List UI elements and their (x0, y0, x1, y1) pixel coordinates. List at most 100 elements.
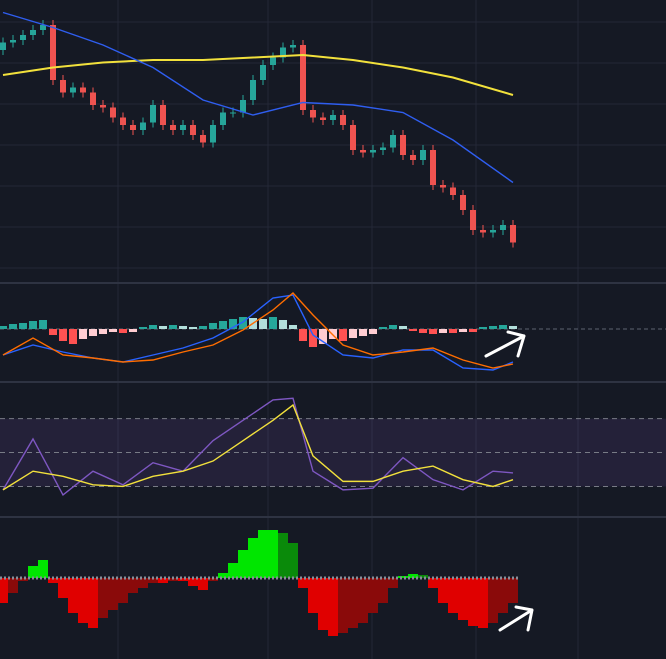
candle-body (460, 195, 466, 210)
histogram-bar (38, 560, 48, 578)
candle-body (0, 42, 6, 50)
candle-body (100, 105, 106, 108)
histogram-bar (369, 329, 377, 334)
histogram-bar (189, 327, 197, 329)
candle-body (400, 135, 406, 155)
candle-body (340, 115, 346, 125)
histogram-bar (508, 578, 518, 603)
histogram-bar (18, 578, 28, 581)
histogram-bar (309, 329, 317, 347)
histogram-bar (88, 578, 98, 628)
candle-body (250, 80, 256, 100)
histogram-bar (78, 578, 88, 623)
histogram-bar (429, 329, 437, 334)
candle-body (40, 25, 46, 30)
candle-body (290, 45, 296, 48)
histogram-bar (288, 543, 298, 578)
histogram-bar (109, 329, 117, 332)
histogram-bar (228, 563, 238, 578)
histogram-bar (338, 578, 348, 633)
histogram-bar (509, 326, 517, 329)
candle-body (470, 210, 476, 230)
candle-body (30, 30, 36, 35)
histogram-bar (229, 319, 237, 329)
histogram-bar (378, 578, 388, 603)
histogram-bar (79, 329, 87, 339)
candle-body (310, 110, 316, 118)
candle-body (380, 147, 386, 150)
histogram-bar (89, 329, 97, 336)
candle-body (150, 105, 156, 123)
histogram-bar (119, 329, 127, 333)
histogram-bar (258, 530, 268, 578)
candle-body (390, 135, 396, 148)
histogram-bar (138, 578, 148, 588)
histogram-bar (199, 326, 207, 329)
histogram-bar (399, 326, 407, 329)
histogram-bar (468, 578, 478, 626)
histogram-bar (19, 323, 27, 329)
candle-body (170, 125, 176, 130)
histogram-bar (219, 321, 227, 329)
histogram-bar (118, 578, 128, 603)
histogram-bar (298, 578, 308, 588)
histogram-bar (198, 578, 208, 590)
histogram-bar (479, 327, 487, 329)
histogram-bar (159, 326, 167, 329)
histogram-bar (319, 329, 327, 344)
histogram-bar (69, 329, 77, 344)
histogram-bar (98, 578, 108, 618)
arrow (498, 605, 534, 632)
candle-body (160, 105, 166, 125)
candle-body (120, 117, 126, 125)
histogram-bar (209, 323, 217, 329)
histogram-bar (318, 578, 328, 630)
candle-body (360, 150, 366, 153)
candle-body (20, 35, 26, 40)
histogram-bar (218, 573, 228, 578)
histogram-bar (308, 578, 318, 613)
candle-body (510, 225, 516, 243)
histogram-bar (388, 578, 398, 588)
candle-body (330, 115, 336, 120)
candle-body (300, 45, 306, 110)
candle-body (410, 155, 416, 160)
histogram-bar (128, 578, 138, 593)
histogram-bar (179, 326, 187, 329)
histogram-bar (29, 321, 37, 329)
histogram-bar (498, 578, 508, 613)
line-series (2, 397, 514, 497)
histogram-bar (408, 574, 418, 578)
histogram-bar (149, 325, 157, 329)
histogram-bar (439, 329, 447, 333)
histogram-bar (489, 326, 497, 329)
histogram-bar (139, 327, 147, 329)
histogram-bar (48, 578, 58, 583)
histogram-bar (499, 325, 507, 329)
histogram-bar (358, 578, 368, 623)
histogram-bar (339, 329, 347, 341)
line-series (2, 292, 514, 369)
histogram-bar (389, 325, 397, 329)
candle-body (50, 25, 56, 80)
histogram-bar (58, 578, 68, 598)
candle-body (420, 150, 426, 160)
histogram-bar (28, 566, 38, 578)
histogram-bar (458, 578, 468, 620)
histogram-bar (409, 329, 417, 331)
histogram-bar (459, 329, 467, 332)
histogram-bar (259, 319, 267, 329)
line-series (2, 11, 514, 184)
histogram-bar (299, 329, 307, 341)
histogram-bar (278, 533, 288, 578)
histogram-bar (239, 317, 247, 329)
candle-body (110, 107, 116, 118)
histogram-bar (289, 325, 297, 329)
histogram-bar (419, 329, 427, 333)
histogram-bar (379, 327, 387, 329)
histogram-bar (368, 578, 378, 613)
candle-body (130, 125, 136, 130)
candle-body (70, 87, 76, 93)
histogram-bar (158, 578, 168, 583)
